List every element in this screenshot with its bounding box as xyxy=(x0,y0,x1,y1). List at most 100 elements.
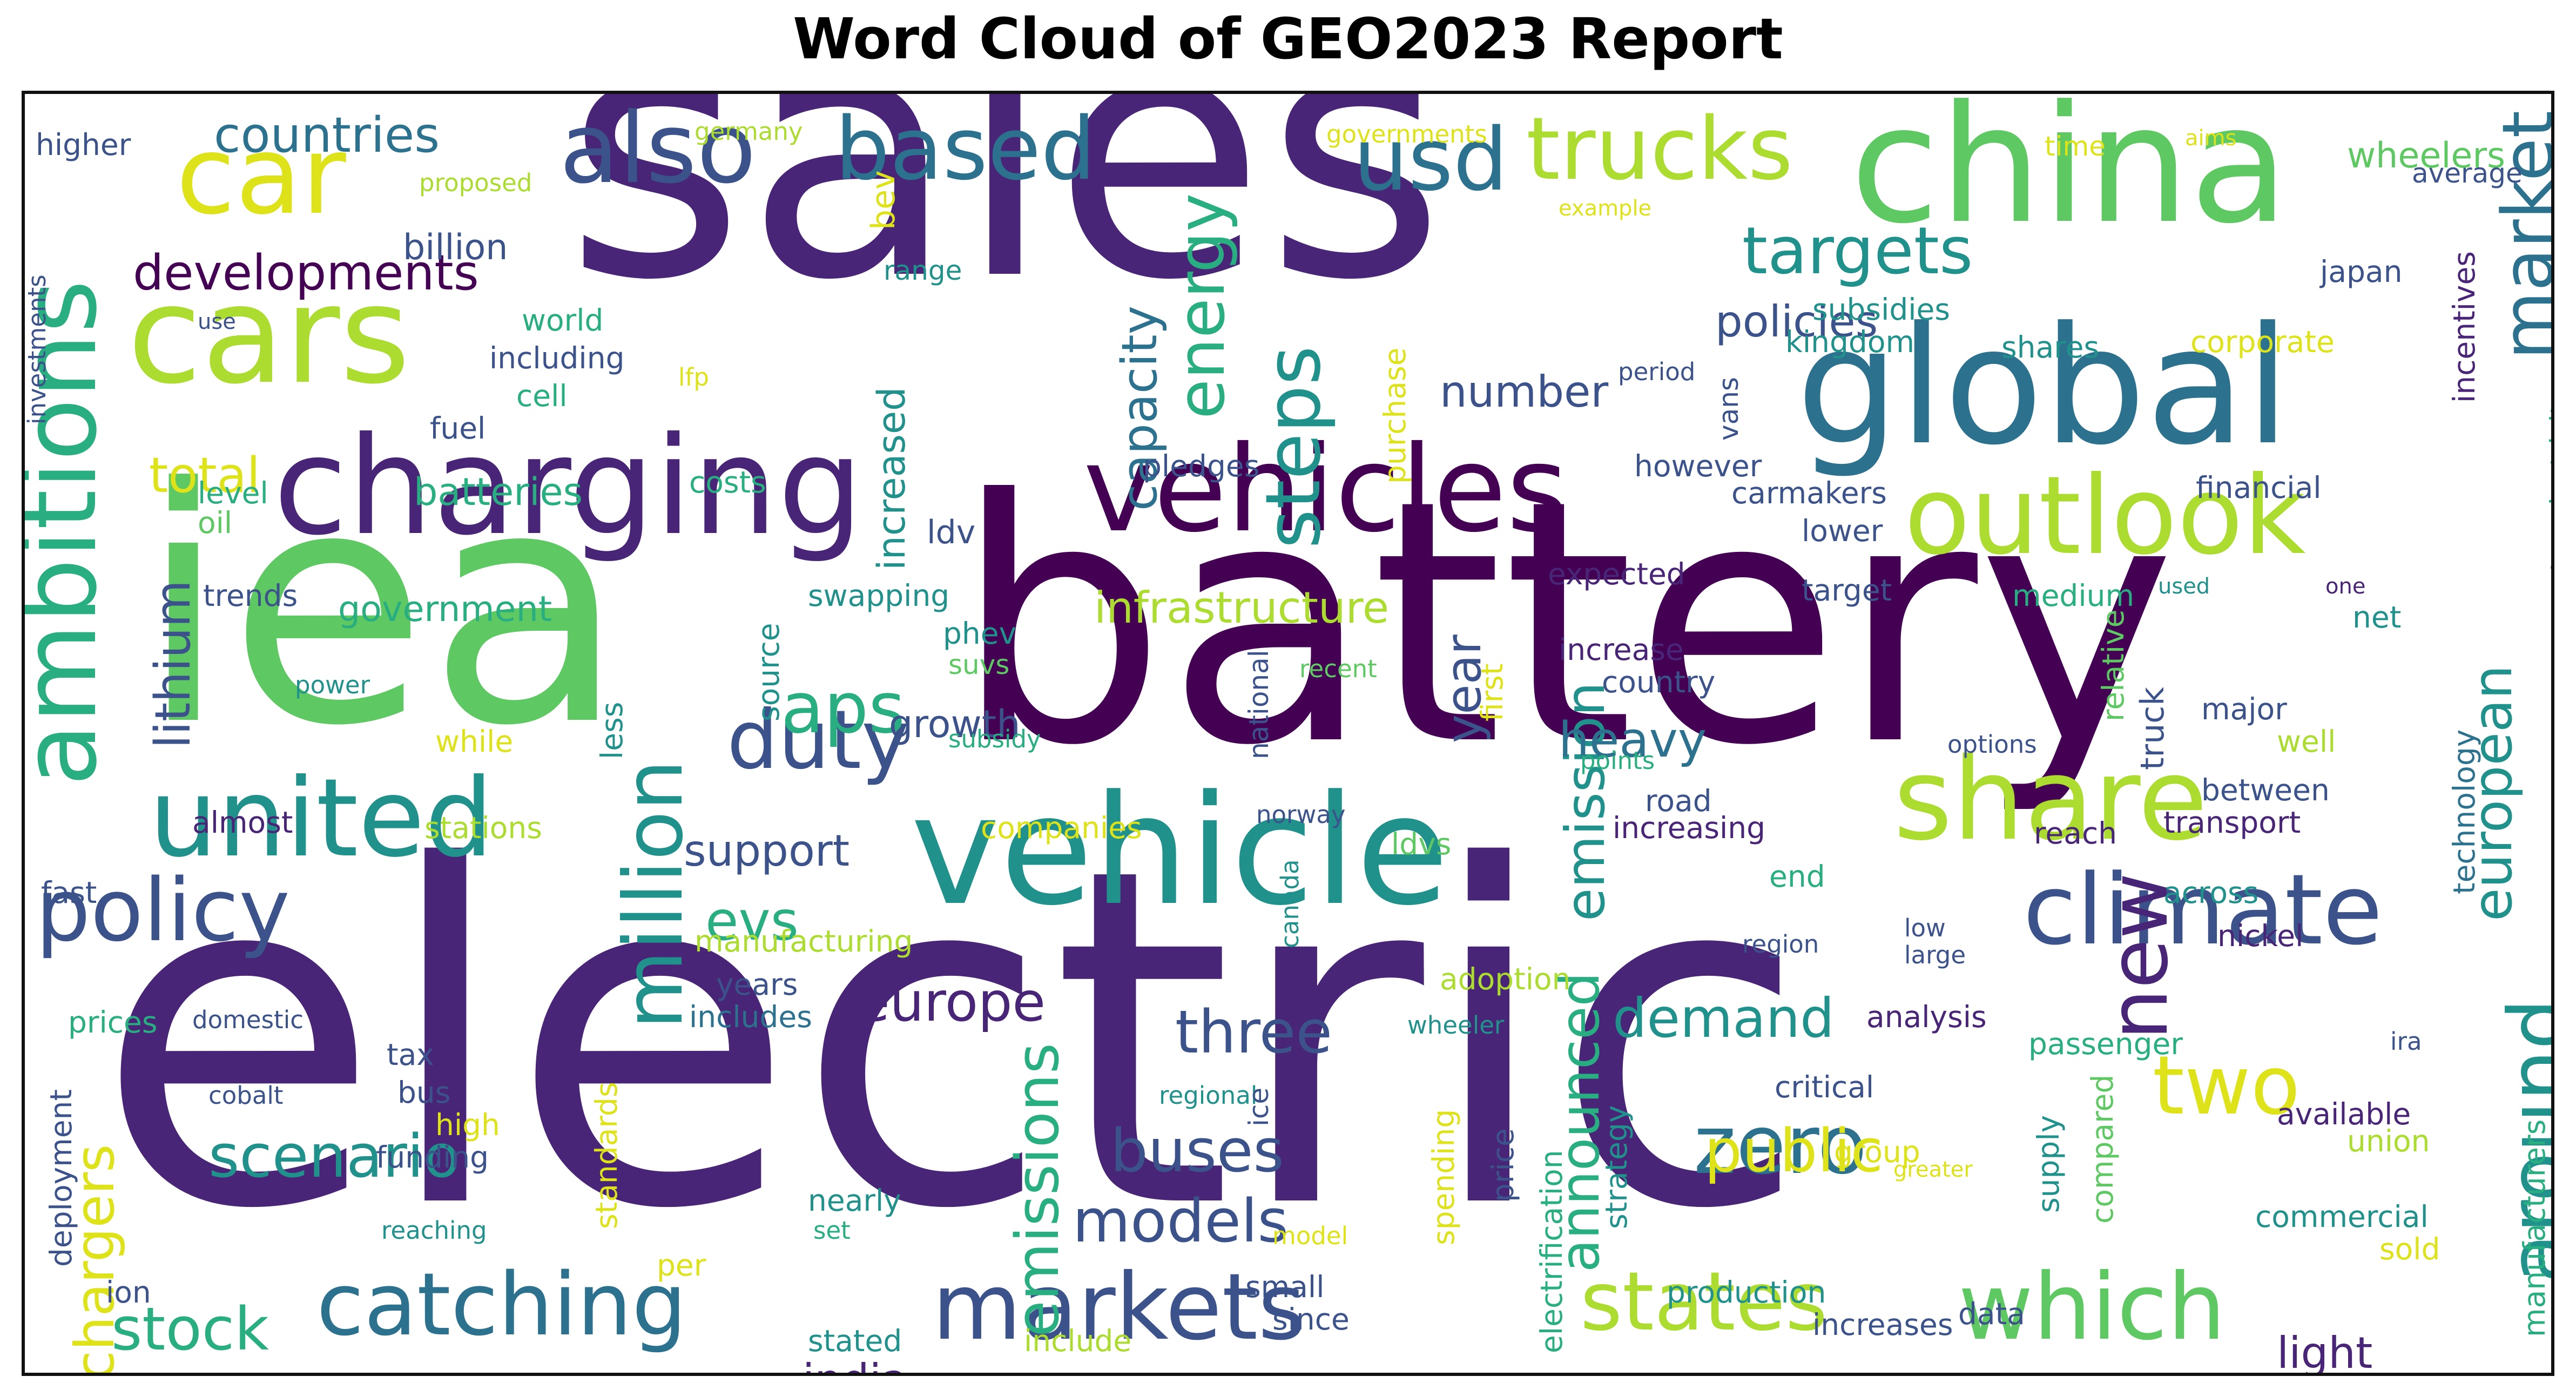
word-swapping: swapping xyxy=(808,578,950,613)
word-notes: notes xyxy=(2455,1375,2538,1376)
word-vans: vans xyxy=(1713,377,1744,441)
word-global: global xyxy=(1796,292,2290,481)
word-steps: steps xyxy=(1250,346,1338,549)
word-bus: bus xyxy=(397,1075,451,1110)
word-nickel: nickel xyxy=(2217,919,2304,953)
word-expected: expected xyxy=(1548,557,1685,591)
word-vehicles: vehicles xyxy=(1083,420,1569,558)
word-three: three xyxy=(1175,997,1333,1067)
word-corporate: corporate xyxy=(2190,325,2335,359)
word-end: end xyxy=(1769,859,1825,894)
word-years: years xyxy=(716,967,798,1002)
word-pledges: pledges xyxy=(1143,449,1260,483)
word-carmakers: carmakers xyxy=(1731,476,1887,510)
word-million: million xyxy=(607,759,701,1029)
word-evs: evs xyxy=(705,889,799,953)
word-data: data xyxy=(1958,1297,2025,1331)
word-one: one xyxy=(2325,574,2366,599)
word-sold: sold xyxy=(2379,1232,2440,1266)
word-technology: technology xyxy=(2447,729,2481,894)
word-aps: aps xyxy=(781,667,905,749)
word-public: public xyxy=(1704,1116,1883,1185)
word-governments: governments xyxy=(1326,120,1487,149)
word-oil: oil xyxy=(198,505,233,540)
word-subsidy: subsidy xyxy=(948,725,1041,753)
word-well: well xyxy=(2277,724,2336,759)
word-prices: prices xyxy=(68,1005,158,1040)
word-available: available xyxy=(2277,1097,2411,1131)
word-purchase: purchase xyxy=(1378,347,1412,484)
word-models: models xyxy=(1073,1186,1289,1256)
word-target: target xyxy=(1802,573,1892,608)
word-small: small xyxy=(1245,1270,1325,1304)
word-higher: higher xyxy=(36,127,131,162)
word-truck: truck xyxy=(2134,687,2172,770)
word-group: group xyxy=(1834,1135,1920,1169)
word-ldvs: ldvs xyxy=(1391,827,1452,861)
word-companies: companies xyxy=(981,811,1142,845)
word-cell: cell xyxy=(516,379,568,413)
word-financial: financial xyxy=(2196,470,2322,505)
word-fast: fast xyxy=(41,875,97,910)
word-national: national xyxy=(1243,650,1274,759)
word-example: example xyxy=(1559,196,1652,221)
word-stated: stated xyxy=(808,1324,902,1358)
word-options: options xyxy=(1947,730,2037,759)
word-greater: greater xyxy=(1893,1157,1973,1182)
word-climate: climate xyxy=(2023,854,2383,967)
word-aims: aims xyxy=(2185,126,2237,151)
word-kingdom: kingdom xyxy=(1785,325,1915,359)
word-deployment: deployment xyxy=(44,1089,78,1267)
word-wheeler: wheeler xyxy=(1407,1011,1505,1040)
word-analysis: analysis xyxy=(1866,1000,1987,1034)
word-large: large xyxy=(1904,941,1966,969)
word-manufacturing: manufacturing xyxy=(694,924,913,959)
word-used: used xyxy=(2158,574,2210,599)
word-reach: reach xyxy=(2034,816,2118,851)
word-electricity: electricity xyxy=(2545,388,2554,522)
word-manufacturers: manufacturers xyxy=(2517,1119,2552,1337)
word-developments: developments xyxy=(133,245,479,301)
word-per: per xyxy=(657,1248,706,1283)
word-shares: shares xyxy=(2001,330,2100,365)
word-targets: targets xyxy=(1742,214,1973,289)
word-electrification: electrification xyxy=(1534,1150,1569,1353)
word-almost: almost xyxy=(192,805,293,840)
word-recent: recent xyxy=(1299,654,1377,683)
word-vehicle: vehicle xyxy=(911,763,1449,939)
word-domestic: domestic xyxy=(192,1006,304,1034)
word-japan: japan xyxy=(2320,254,2403,289)
word-increase: increase xyxy=(1559,632,1684,667)
word-ldv: ldv xyxy=(927,514,976,551)
word-time: time xyxy=(2045,131,2106,162)
word-buses: buses xyxy=(1110,1116,1284,1185)
word-share: share xyxy=(1893,733,2208,866)
word-ira: ira xyxy=(2390,1027,2422,1056)
word-ion: ion xyxy=(106,1275,151,1310)
word-while: while xyxy=(435,724,514,759)
word-billion: billion xyxy=(403,227,508,268)
word-since: since xyxy=(1272,1302,1350,1337)
word-catching: catching xyxy=(316,1254,687,1355)
word-country: country xyxy=(1602,665,1716,699)
word-compared: compared xyxy=(2085,1074,2120,1224)
word-road: road xyxy=(1645,784,1712,818)
word-markets: markets xyxy=(932,1254,1306,1361)
word-stations: stations xyxy=(424,811,542,845)
word-between: between xyxy=(2201,773,2330,807)
word-net: net xyxy=(2352,600,2402,635)
word-policies: policies xyxy=(1715,296,1878,347)
word-funding: funding xyxy=(376,1140,489,1175)
word-model: model xyxy=(1272,1222,1348,1250)
word-includes: includes xyxy=(689,1000,812,1034)
word-number: number xyxy=(1440,367,1609,417)
word-union: union xyxy=(2347,1124,2430,1158)
word-charging: charging xyxy=(273,408,864,565)
word-policy: policy xyxy=(36,860,291,961)
word-outlook: outlook xyxy=(1904,453,2306,579)
word-europe: europe xyxy=(857,970,1046,1034)
word-increases: increases xyxy=(1812,1307,1953,1342)
word-cloud: sales electric battery iea china global vehicl… xyxy=(22,91,2554,1376)
word-commercial: commercial xyxy=(2255,1199,2429,1234)
word-increased: increased xyxy=(869,387,914,570)
